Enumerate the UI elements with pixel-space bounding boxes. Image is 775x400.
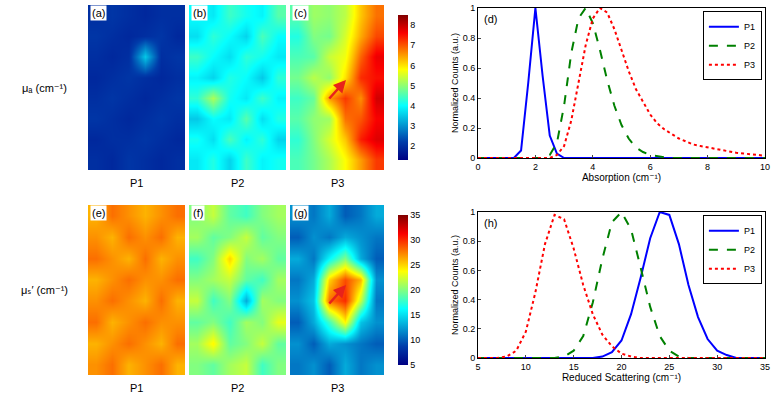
svg-text:35: 35 — [760, 362, 770, 372]
svg-text:0: 0 — [470, 353, 475, 363]
svg-text:Absorption (cm⁻¹): Absorption (cm⁻¹) — [582, 172, 661, 183]
svg-text:0.6: 0.6 — [463, 266, 476, 276]
svg-text:5: 5 — [475, 362, 480, 372]
svg-text:2: 2 — [410, 141, 415, 151]
svg-text:P1: P1 — [130, 382, 143, 394]
svg-text:4: 4 — [590, 162, 595, 172]
svg-text:10: 10 — [410, 335, 420, 345]
svg-text:0: 0 — [475, 162, 480, 172]
svg-text:0.8: 0.8 — [463, 236, 476, 246]
svg-text:20: 20 — [410, 285, 420, 295]
svg-text:(a): (a) — [92, 7, 105, 19]
svg-text:0.4: 0.4 — [463, 295, 476, 305]
svg-text:P3: P3 — [744, 60, 755, 70]
svg-text:2: 2 — [533, 162, 538, 172]
svg-text:15: 15 — [569, 362, 579, 372]
svg-text:P2: P2 — [744, 245, 755, 255]
svg-text:7: 7 — [410, 40, 415, 50]
svg-text:P2: P2 — [231, 382, 244, 394]
svg-text:(g): (g) — [294, 207, 307, 219]
svg-text:(f): (f) — [193, 207, 203, 219]
svg-text:10: 10 — [521, 362, 531, 372]
svg-text:25: 25 — [410, 260, 420, 270]
svg-text:0: 0 — [470, 153, 475, 163]
svg-text:P1: P1 — [744, 22, 755, 32]
svg-text:0.6: 0.6 — [463, 63, 476, 73]
svg-text:5: 5 — [410, 81, 415, 91]
svg-text:35: 35 — [410, 210, 420, 220]
svg-text:μₐ (cm⁻¹): μₐ (cm⁻¹) — [22, 82, 67, 94]
svg-text:1: 1 — [470, 3, 475, 13]
svg-text:P3: P3 — [744, 264, 755, 274]
svg-text:3: 3 — [410, 121, 415, 131]
svg-text:10: 10 — [760, 162, 770, 172]
svg-text:(e): (e) — [92, 207, 105, 219]
svg-text:Normalized Counts (a.u.): Normalized Counts (a.u.) — [450, 33, 460, 133]
svg-text:6: 6 — [648, 162, 653, 172]
svg-text:20: 20 — [616, 362, 626, 372]
svg-text:P1: P1 — [130, 177, 143, 189]
svg-text:6: 6 — [410, 61, 415, 71]
svg-text:30: 30 — [410, 235, 420, 245]
svg-text:P3: P3 — [331, 177, 344, 189]
svg-text:Reduced Scattering (cm⁻¹): Reduced Scattering (cm⁻¹) — [562, 372, 681, 383]
svg-text:8: 8 — [410, 20, 415, 30]
svg-text:25: 25 — [664, 362, 674, 372]
svg-text:1: 1 — [470, 207, 475, 217]
svg-text:0.8: 0.8 — [463, 33, 476, 43]
svg-text:(c): (c) — [294, 7, 307, 19]
svg-text:P2: P2 — [231, 177, 244, 189]
svg-text:P2: P2 — [744, 41, 755, 51]
svg-text:0.4: 0.4 — [463, 93, 476, 103]
svg-text:(h): (h) — [484, 217, 497, 229]
svg-text:0.2: 0.2 — [463, 324, 476, 334]
svg-text:5: 5 — [410, 360, 415, 370]
svg-text:P3: P3 — [331, 382, 344, 394]
svg-text:4: 4 — [410, 101, 415, 111]
svg-text:30: 30 — [712, 362, 722, 372]
svg-text:(d): (d) — [484, 13, 497, 25]
svg-text:Normalized Counts (a.u.): Normalized Counts (a.u.) — [450, 235, 460, 335]
svg-text:(b): (b) — [193, 7, 206, 19]
svg-text:μₛ′ (cm⁻¹): μₛ′ (cm⁻¹) — [21, 284, 68, 296]
svg-text:0.2: 0.2 — [463, 123, 476, 133]
svg-text:15: 15 — [410, 310, 420, 320]
svg-text:8: 8 — [705, 162, 710, 172]
svg-text:P1: P1 — [744, 226, 755, 236]
